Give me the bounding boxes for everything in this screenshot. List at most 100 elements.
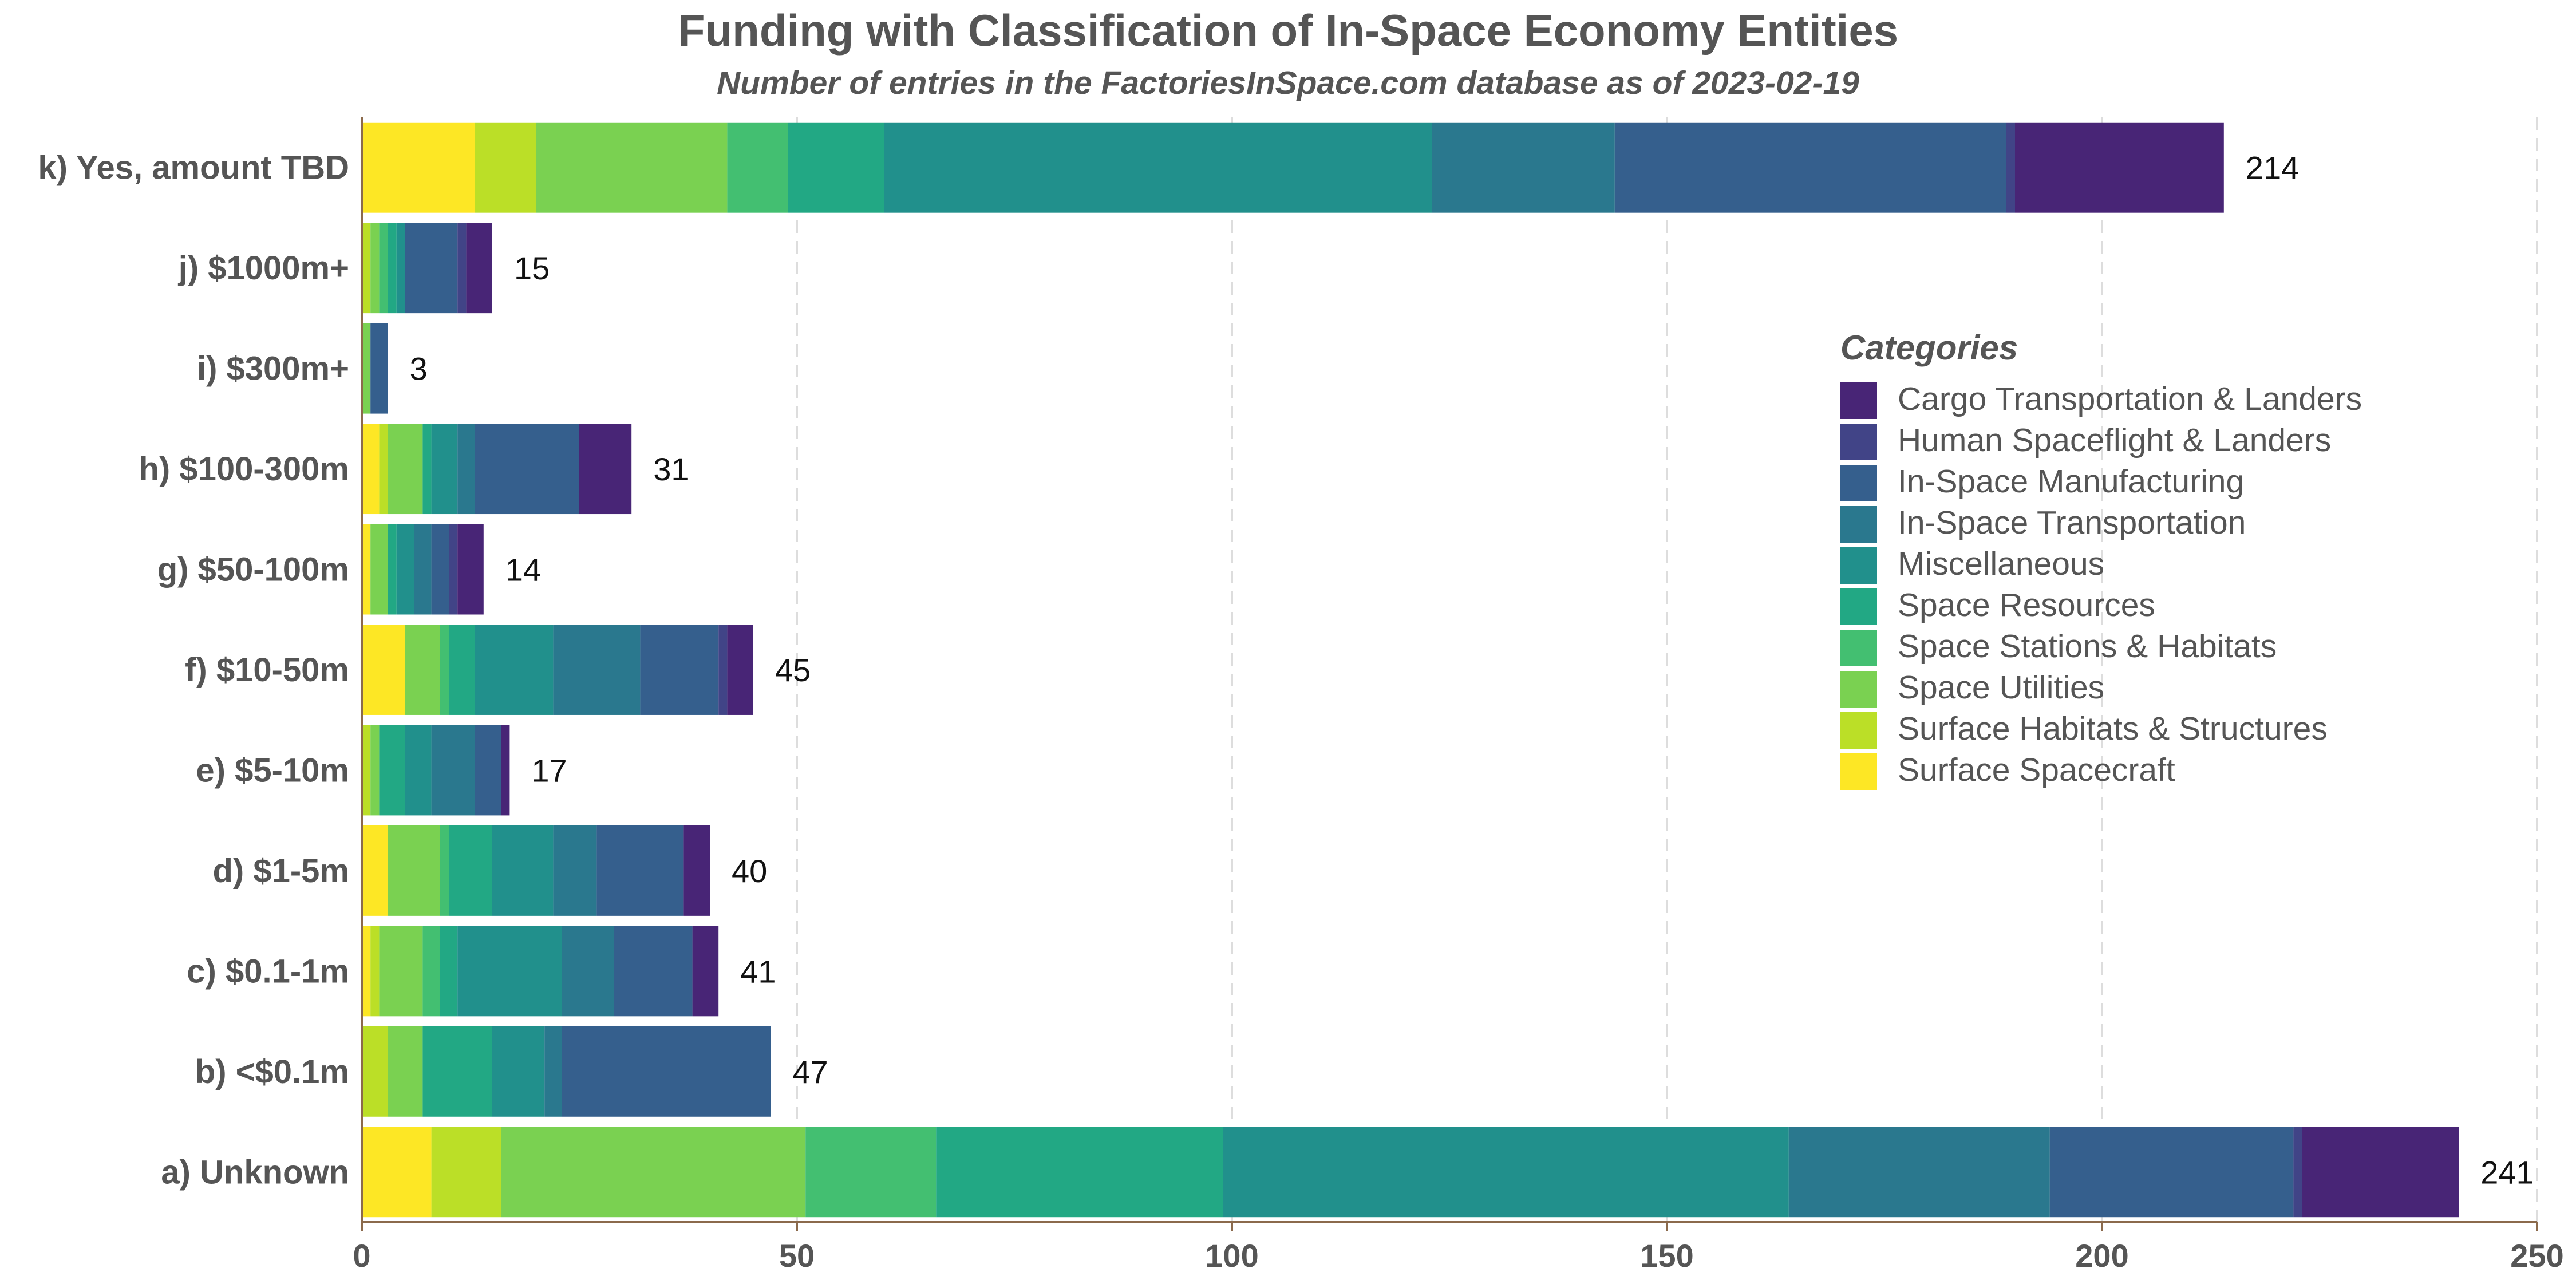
bar-segment-4-1 [362, 424, 380, 515]
x-tick-label: 200 [2075, 1238, 2128, 1274]
legend-swatch [1840, 588, 1877, 625]
bar-segment-8-1 [362, 825, 388, 916]
bar-segment-11-1 [362, 1127, 432, 1218]
bar-segment-5-10 [457, 524, 484, 615]
bar-segment-3-3 [362, 323, 371, 414]
y-tick-label: j) $1000m+ [178, 250, 349, 287]
bar-segment-9-8 [614, 926, 693, 1017]
bar-segment-10-3 [388, 1026, 423, 1117]
bar-segment-4-5 [422, 424, 432, 515]
legend-label: In-Space Manufacturing [1898, 463, 2244, 500]
bar-segment-10-8 [562, 1026, 771, 1117]
y-tick-label: e) $5-10m [196, 752, 349, 789]
y-tick-label: d) $1-5m [212, 852, 349, 890]
bar-segment-6-6 [475, 625, 554, 715]
bar-segment-8-6 [492, 825, 554, 916]
bar-segment-8-5 [449, 825, 492, 916]
bar-segment-1-8 [1614, 122, 2006, 213]
bar-total-label: 241 [2480, 1154, 2534, 1190]
bar-segment-7-2 [362, 725, 371, 816]
bar-segment-5-6 [396, 524, 414, 615]
bar-segment-11-2 [431, 1127, 501, 1218]
y-tick-label: k) Yes, amount TBD [38, 149, 349, 187]
legend-swatch [1840, 547, 1877, 584]
bar-layer [362, 122, 2459, 1218]
bar-segment-9-2 [370, 926, 380, 1017]
bar-segment-11-10 [2302, 1127, 2459, 1218]
bar-segment-5-5 [388, 524, 397, 615]
legend-label: Space Utilities [1898, 669, 2104, 706]
bar-segment-6-5 [449, 625, 475, 715]
y-tick-label: a) Unknown [161, 1153, 349, 1191]
bar-segment-5-9 [449, 524, 458, 615]
bar-segment-1-6 [884, 122, 1432, 213]
bar-segment-4-7 [457, 424, 475, 515]
legend: Categories Cargo Transportation & Lander… [1840, 329, 2362, 790]
legend-swatch [1840, 382, 1877, 419]
bar-segment-10-6 [492, 1026, 545, 1117]
bar-segment-5-3 [370, 524, 388, 615]
bar-segment-11-7 [1788, 1127, 2050, 1218]
bar-segment-5-8 [431, 524, 449, 615]
x-tick-label: 150 [1640, 1238, 1693, 1274]
legend-swatch [1840, 712, 1877, 749]
y-tick-label: f) $10-50m [185, 651, 349, 689]
bar-segment-10-7 [544, 1026, 562, 1117]
legend-label: Cargo Transportation & Landers [1898, 381, 2362, 417]
y-tick-label: i) $300m+ [197, 350, 349, 388]
chart-subtitle: Number of entries in the FactoriesInSpac… [717, 65, 1859, 101]
x-tick-label: 50 [779, 1238, 815, 1274]
bar-segment-6-4 [440, 625, 449, 715]
legend-label: Surface Spacecraft [1898, 752, 2175, 788]
bar-segment-8-8 [596, 825, 684, 916]
bar-segment-10-5 [422, 1026, 492, 1117]
legend-label: Human Spaceflight & Landers [1898, 422, 2331, 459]
x-tick-label: 250 [2510, 1238, 2563, 1274]
bar-segment-4-2 [379, 424, 388, 515]
bar-segment-7-5 [379, 725, 405, 816]
grid-layer [796, 117, 2538, 1222]
bar-total-label: 31 [653, 451, 689, 487]
chart-title: Funding with Classification of In-Space … [677, 5, 1899, 56]
bar-segment-9-1 [362, 926, 371, 1017]
bar-segment-8-4 [440, 825, 449, 916]
bar-segment-9-10 [692, 926, 719, 1017]
label-layer: k) Yes, amount TBD 214 j) $1000m+ 15 i) $300… [38, 149, 2534, 1191]
bar-total-label: 45 [775, 652, 811, 688]
bar-segment-6-1 [362, 625, 405, 715]
bar-segment-9-7 [562, 926, 614, 1017]
legend-swatch [1840, 506, 1877, 543]
bar-segment-11-5 [936, 1127, 1223, 1218]
bar-segment-9-4 [422, 926, 440, 1017]
x-tick-label: 0 [353, 1238, 370, 1274]
bar-segment-8-10 [683, 825, 710, 916]
bar-segment-2-8 [405, 223, 458, 314]
x-tick-label: 100 [1205, 1238, 1258, 1274]
bar-total-label: 17 [531, 752, 567, 788]
bar-segment-9-3 [379, 926, 423, 1017]
bar-segment-4-6 [431, 424, 458, 515]
bar-segment-1-4 [727, 122, 788, 213]
bar-segment-8-7 [553, 825, 597, 916]
legend-swatch [1840, 753, 1877, 790]
bar-segment-3-8 [370, 323, 388, 414]
bar-segment-1-3 [536, 122, 728, 213]
bar-total-label: 41 [740, 953, 776, 989]
bar-segment-4-10 [579, 424, 632, 515]
bar-total-label: 14 [505, 552, 541, 588]
bar-segment-2-5 [388, 223, 397, 314]
legend-swatch [1840, 424, 1877, 460]
y-tick-label: h) $100-300m [139, 451, 349, 488]
bar-segment-2-4 [379, 223, 388, 314]
bar-total-label: 15 [514, 250, 550, 286]
y-tick-label: b) <$0.1m [195, 1053, 349, 1091]
bar-segment-5-1 [362, 524, 371, 615]
bar-segment-1-5 [788, 122, 884, 213]
bar-segment-2-3 [370, 223, 380, 314]
bar-segment-8-3 [388, 825, 440, 916]
bar-segment-2-9 [457, 223, 467, 314]
bar-segment-11-9 [2293, 1127, 2302, 1218]
bar-total-label: 214 [2246, 150, 2299, 186]
axis-layer: 0 50 100 150 200 250 [353, 117, 2564, 1274]
